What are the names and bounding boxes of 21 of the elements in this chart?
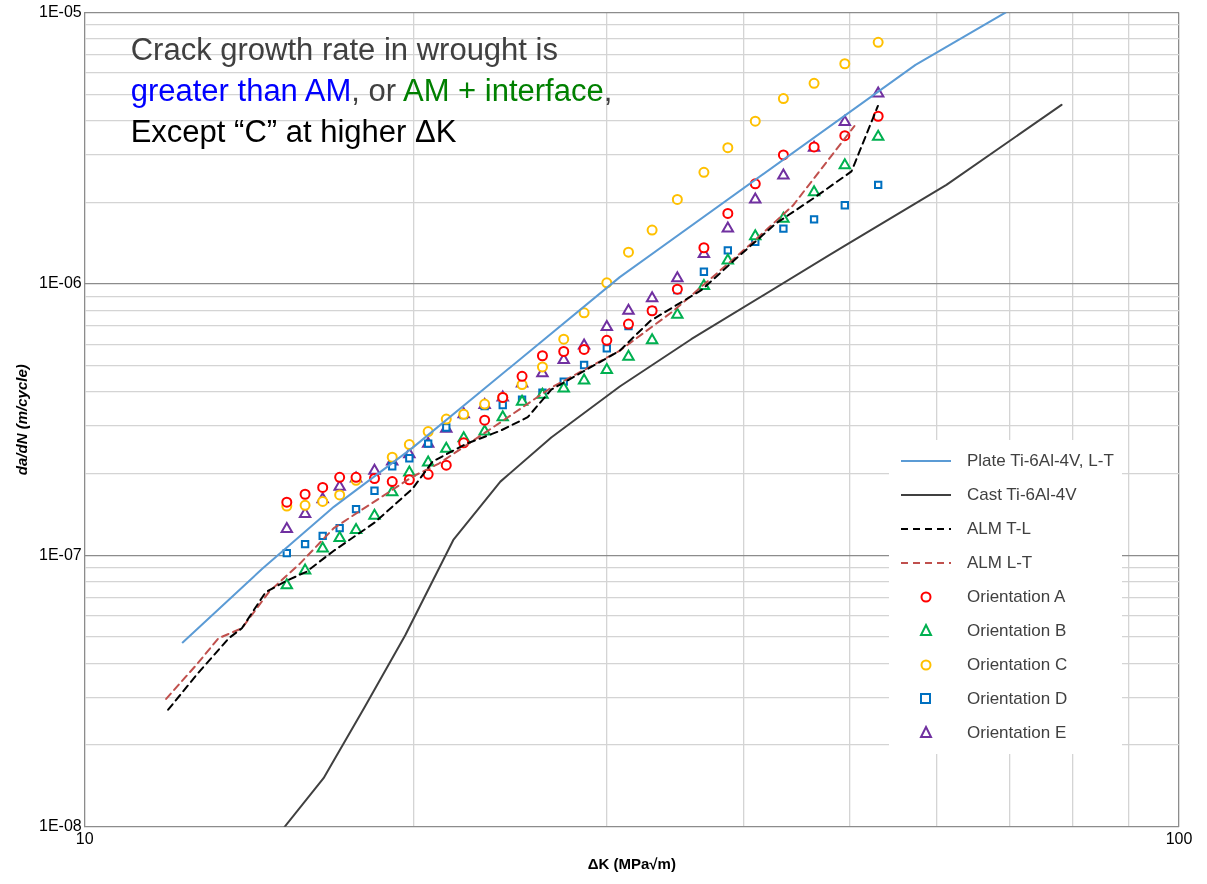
legend-label: Orientation A [967,586,1066,607]
legend-label: ALM T-L [967,518,1031,539]
annotation: greater than AM [130,72,352,108]
y-tick-label: 1E-06 [38,274,82,292]
annotation: AM + interface [402,72,604,108]
x-axis-title: ΔK (MPa√m) [587,855,676,873]
legend-label: Orientation C [967,654,1068,675]
y-axis-title: da/dN (m/cycle) [13,364,31,476]
legend-label: Plate Ti-6Al-4V, L-T [967,450,1114,471]
legend-label: ALM L-T [967,552,1033,573]
legend-label: Orientation E [967,722,1067,743]
y-tick-label: 1E-07 [38,545,82,563]
x-tick-label: 100 [1165,829,1193,847]
y-tick-label: 1E-05 [38,3,82,21]
annotation: Except “C” at higher ΔK [130,113,457,149]
annotation: , or [351,72,398,108]
legend-label: Orientation D [967,688,1068,709]
legend-label: Cast Ti-6Al-4V [967,484,1077,505]
annotation: , [603,72,613,108]
legend-label: Orientation B [967,620,1067,641]
annotation: Crack growth rate in wrought is [130,31,558,67]
